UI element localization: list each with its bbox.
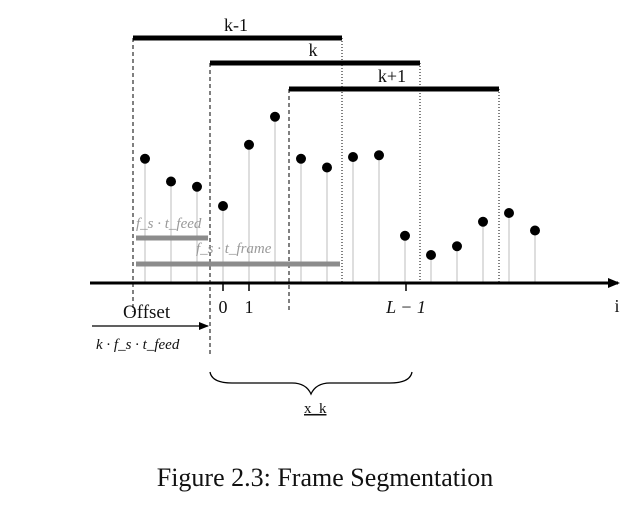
sample-dot-13 <box>478 216 488 227</box>
figure-caption: Figure 2.3: Frame Segmentation <box>157 463 494 492</box>
offset-formula: k · f_s · t_feed <box>96 337 180 353</box>
tick-label-L-minus-1: L − 1 <box>385 297 426 317</box>
tick-label-0: 0 <box>219 297 228 317</box>
sample-dot-5 <box>270 111 280 122</box>
frame-brace <box>209 371 413 396</box>
frame-label-k-minus-1: k-1 <box>224 15 248 35</box>
tick-label-1: 1 <box>245 297 254 317</box>
sample-dot-15 <box>530 225 540 236</box>
sample-group <box>140 111 540 283</box>
brace-label: x_k <box>304 401 327 417</box>
sample-dot-8 <box>348 152 358 162</box>
sample-dot-3 <box>218 201 228 211</box>
sample-dot-14 <box>504 208 514 218</box>
sample-dot-2 <box>192 181 202 192</box>
axis-variable-label: i <box>614 296 619 316</box>
sample-dot-11 <box>426 250 436 260</box>
feed-label: f_s · t_feed <box>136 216 202 232</box>
sample-dot-10 <box>400 230 410 241</box>
sample-dot-1 <box>166 176 176 187</box>
sample-dot-9 <box>374 150 384 161</box>
sample-dot-4 <box>244 139 254 150</box>
frame-length-label: f_s · t_frame <box>196 241 272 257</box>
sample-dot-0 <box>140 153 150 164</box>
sample-dot-7 <box>322 162 332 173</box>
sample-dot-6 <box>296 153 306 164</box>
frame-label-k-plus-1: k+1 <box>378 66 406 86</box>
frame-label-k: k <box>309 40 318 60</box>
offset-label: Offset <box>123 302 171 323</box>
sample-dot-12 <box>452 241 462 252</box>
